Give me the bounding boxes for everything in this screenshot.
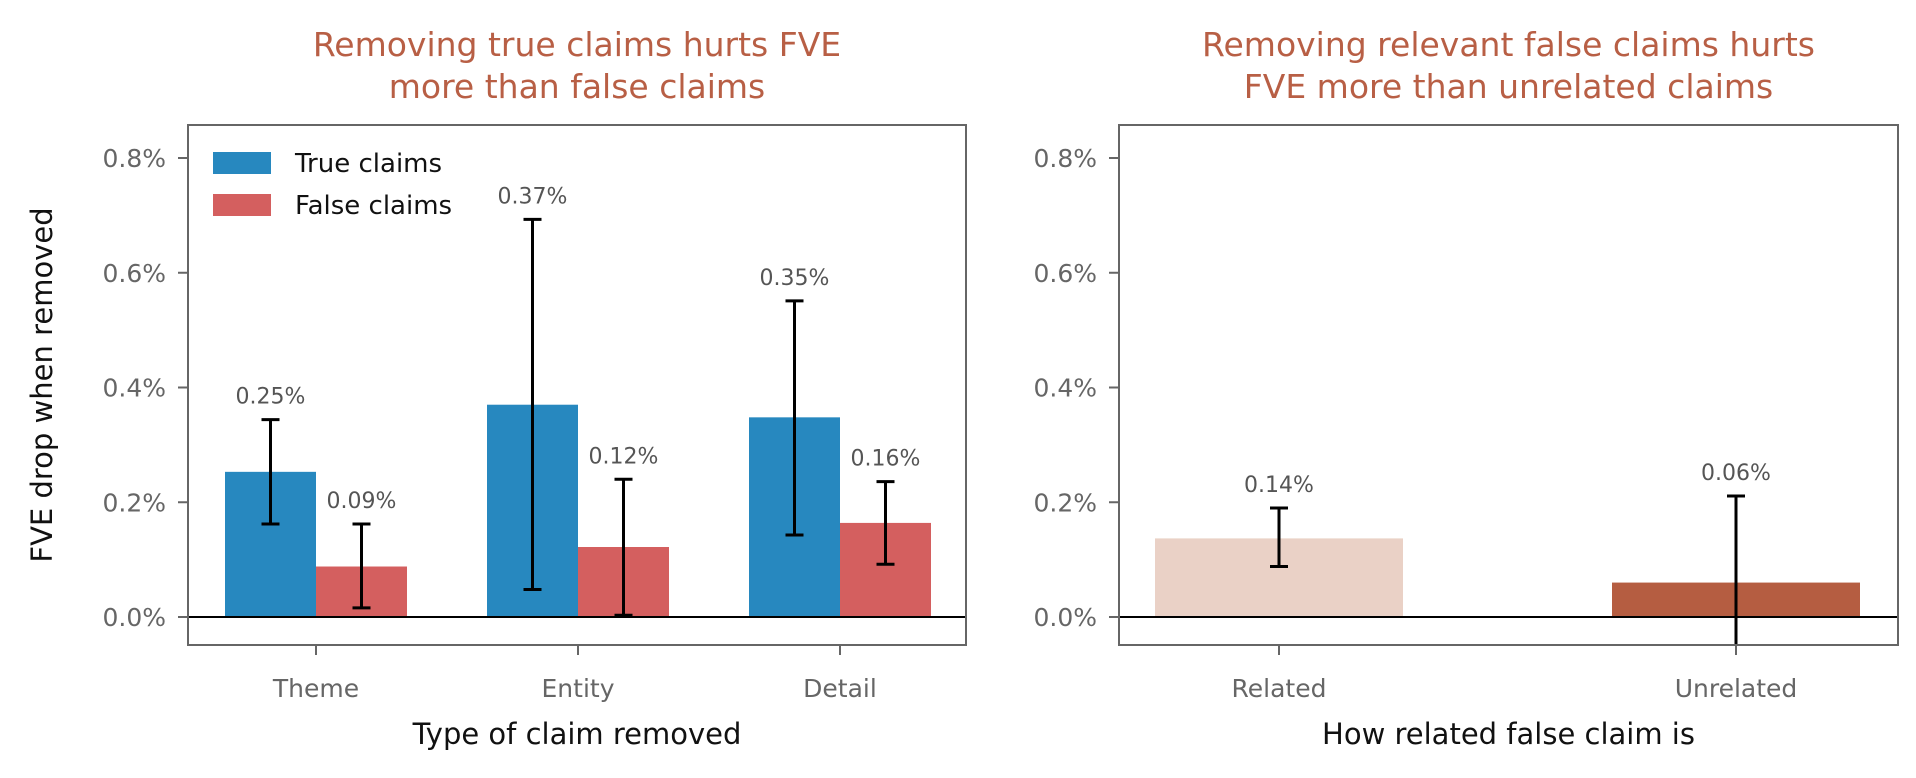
x-axis-label: How related false claim is: [1322, 717, 1695, 751]
y-tick-label: 0.2%: [102, 488, 166, 517]
y-tick-label: 0.4%: [102, 374, 166, 403]
data-label: 0.35%: [760, 266, 830, 291]
plot-frame: [187, 124, 967, 646]
y-tick-label: 0.2%: [1033, 488, 1097, 517]
plot-frame: [1118, 124, 1899, 646]
data-label: 0.37%: [498, 184, 568, 209]
legend-swatch: [213, 152, 271, 174]
legend-swatch: [213, 194, 271, 216]
x-tick-label: Theme: [272, 674, 359, 703]
chart-title: Removing true claims hurts FVE: [313, 25, 841, 64]
x-axis-label: Type of claim removed: [412, 717, 742, 751]
x-tick-label: Unrelated: [1675, 674, 1798, 703]
chart-title: Removing relevant false claims hurts: [1202, 25, 1815, 64]
data-label: 0.09%: [327, 489, 397, 514]
legend-entry: True claims: [294, 149, 442, 179]
y-axis-label: FVE drop when removed: [25, 207, 59, 562]
y-tick-label: 0.8%: [1033, 144, 1097, 173]
x-tick-label: Detail: [803, 674, 877, 703]
y-tick-label: 0.0%: [102, 603, 166, 632]
chart-title: FVE more than unrelated claims: [1244, 67, 1773, 106]
x-tick-label: Entity: [542, 674, 615, 703]
y-tick-label: 0.6%: [102, 259, 166, 288]
y-tick-label: 0.0%: [1033, 603, 1097, 632]
data-label: 0.06%: [1701, 461, 1771, 486]
x-tick-label: Related: [1232, 674, 1327, 703]
legend-entry: False claims: [295, 191, 452, 221]
y-tick-label: 0.4%: [1033, 374, 1097, 403]
data-label: 0.16%: [851, 447, 921, 472]
data-label: 0.12%: [589, 444, 659, 469]
data-label: 0.25%: [236, 385, 306, 410]
chart-title: more than false claims: [389, 67, 766, 106]
y-tick-label: 0.8%: [102, 144, 166, 173]
y-tick-label: 0.6%: [1033, 259, 1097, 288]
data-label: 0.14%: [1244, 473, 1314, 498]
